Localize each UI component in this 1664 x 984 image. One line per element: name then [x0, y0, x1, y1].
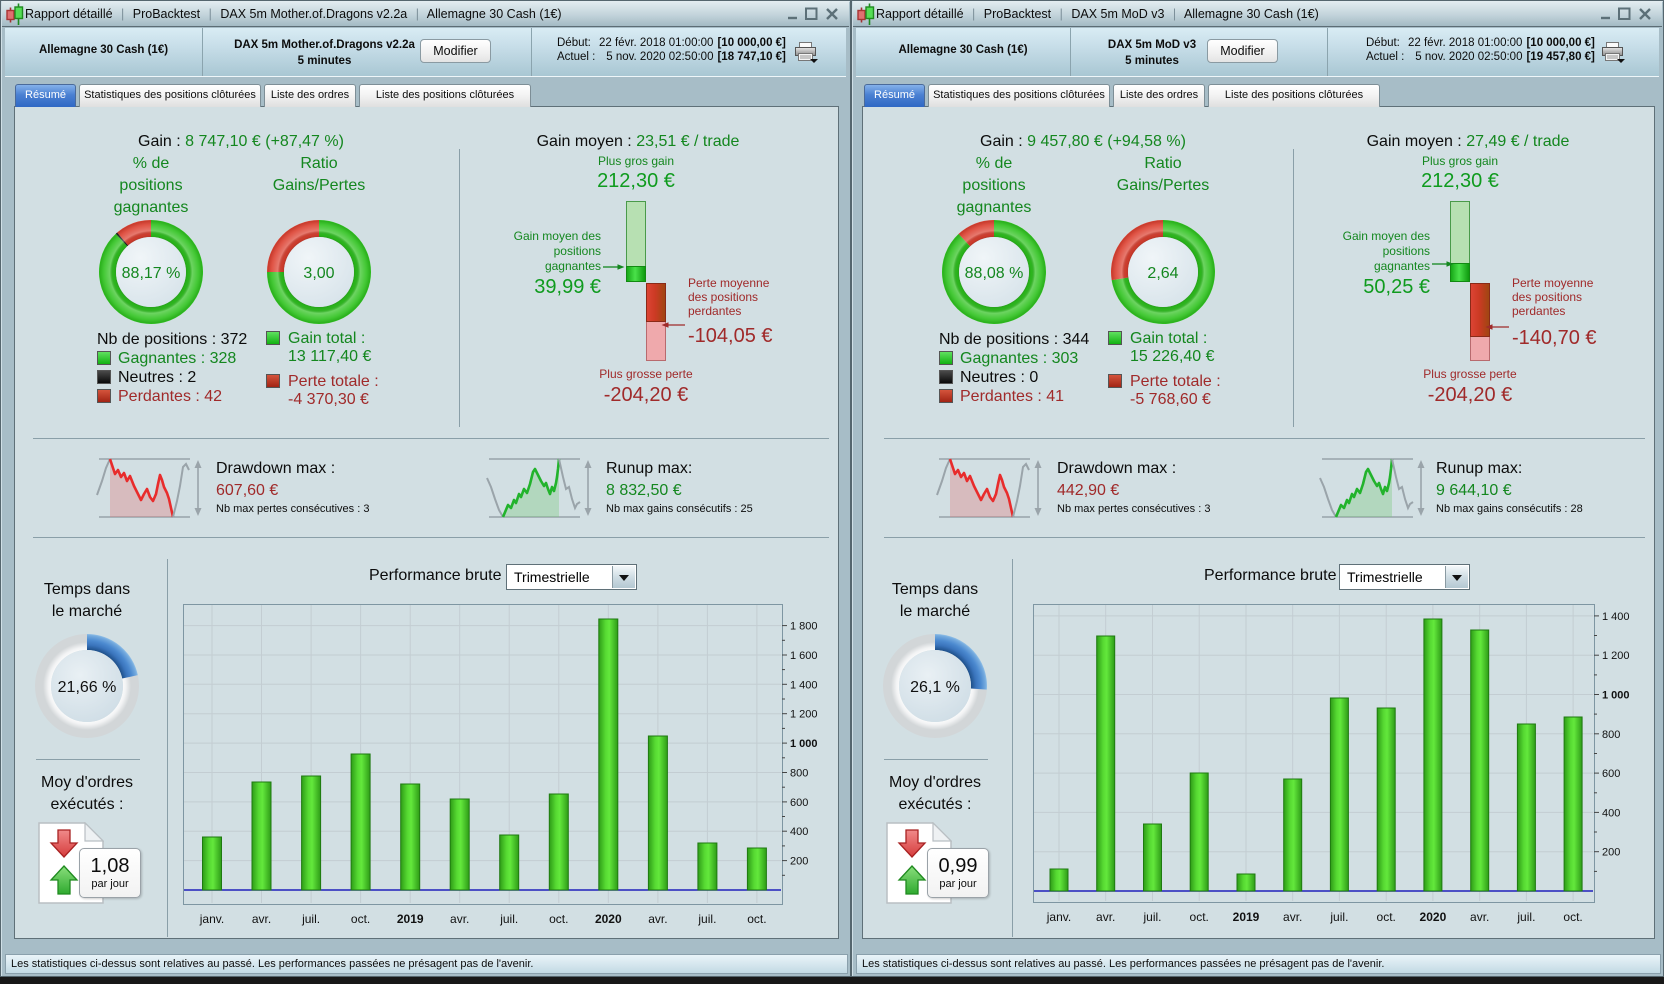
- svg-text:1 200: 1 200: [790, 709, 818, 721]
- svg-text:88,08 %: 88,08 %: [965, 265, 1024, 282]
- svg-text:avr.: avr.: [1096, 910, 1115, 924]
- svg-text:3,00: 3,00: [303, 265, 334, 282]
- svg-text:oct.: oct.: [549, 912, 568, 926]
- svg-text:200: 200: [790, 856, 808, 868]
- svg-text:2019: 2019: [397, 912, 424, 926]
- svg-text:21,66 %: 21,66 %: [58, 679, 117, 696]
- svg-text:1 200: 1 200: [1602, 650, 1630, 662]
- svg-text:200: 200: [1602, 847, 1620, 859]
- svg-text:juil.: juil.: [1329, 910, 1348, 924]
- svg-text:juil.: juil.: [697, 912, 716, 926]
- svg-text:oct.: oct.: [747, 912, 766, 926]
- svg-text:400: 400: [790, 826, 808, 838]
- svg-text:avr.: avr.: [450, 912, 469, 926]
- svg-text:1 000: 1 000: [1602, 690, 1630, 702]
- svg-text:juil.: juil.: [499, 912, 518, 926]
- svg-text:juil.: juil.: [1516, 910, 1535, 924]
- svg-text:26,1 %: 26,1 %: [910, 679, 960, 696]
- svg-text:600: 600: [1602, 768, 1620, 780]
- svg-text:janv.: janv.: [1046, 910, 1071, 924]
- svg-text:juil.: juil.: [1142, 910, 1161, 924]
- svg-text:juil.: juil.: [301, 912, 320, 926]
- svg-text:1 800: 1 800: [790, 621, 818, 633]
- svg-text:avr.: avr.: [1283, 910, 1302, 924]
- svg-text:oct.: oct.: [1377, 910, 1396, 924]
- svg-text:2020: 2020: [595, 912, 622, 926]
- svg-text:2,64: 2,64: [1147, 265, 1178, 282]
- svg-text:1 600: 1 600: [790, 650, 818, 662]
- svg-text:avr.: avr.: [252, 912, 271, 926]
- svg-text:oct.: oct.: [1190, 910, 1209, 924]
- svg-text:800: 800: [790, 768, 808, 780]
- svg-text:88,17 %: 88,17 %: [122, 265, 181, 282]
- svg-text:1 400: 1 400: [790, 679, 818, 691]
- svg-text:600: 600: [790, 797, 808, 809]
- svg-text:2020: 2020: [1420, 910, 1447, 924]
- svg-text:oct.: oct.: [1563, 910, 1582, 924]
- svg-text:oct.: oct.: [351, 912, 370, 926]
- svg-text:400: 400: [1602, 807, 1620, 819]
- svg-text:janv.: janv.: [199, 912, 224, 926]
- svg-text:avr.: avr.: [648, 912, 667, 926]
- svg-text:avr.: avr.: [1470, 910, 1489, 924]
- svg-text:800: 800: [1602, 729, 1620, 741]
- svg-text:2019: 2019: [1233, 910, 1260, 924]
- svg-text:1 000: 1 000: [790, 738, 818, 750]
- svg-text:1 400: 1 400: [1602, 611, 1630, 623]
